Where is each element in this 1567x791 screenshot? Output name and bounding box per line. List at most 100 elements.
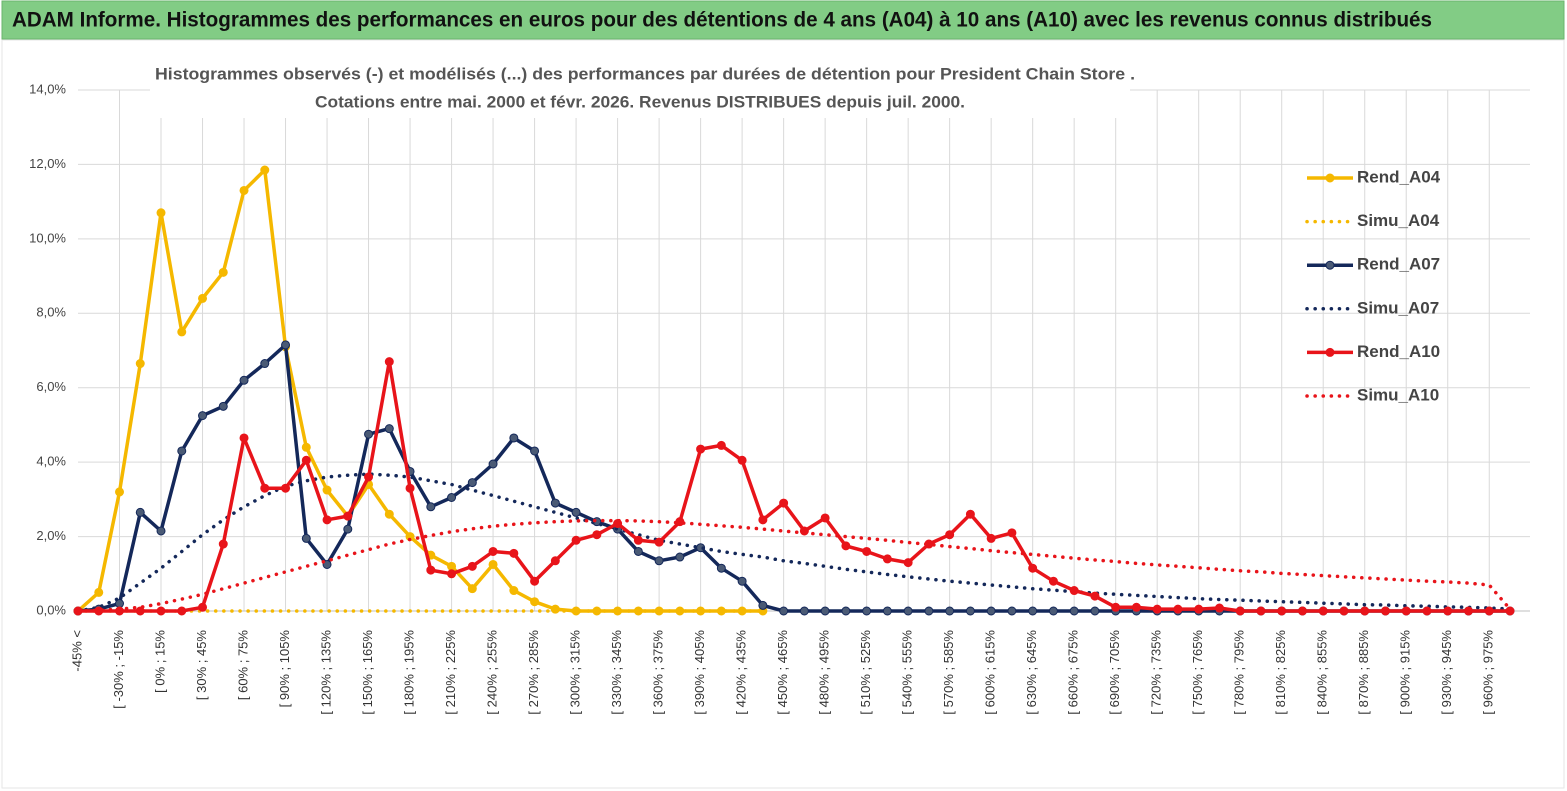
x-tick-label: [ 210% ; 225% [443,630,458,715]
marker [177,446,187,456]
marker [447,561,457,571]
marker [986,606,996,616]
marker [1111,602,1121,612]
marker [301,533,311,543]
marker [841,606,851,616]
marker [260,483,270,493]
x-tick-label: [ 270% ; 285% [526,630,541,715]
marker [633,546,643,556]
x-tick-label: [ 810% ; 825% [1273,630,1288,715]
marker [716,563,726,573]
marker [239,375,249,385]
x-tick-label: [ 300% ; 315% [568,630,583,715]
marker [94,587,104,597]
marker [115,487,125,497]
marker [239,433,249,443]
marker [550,556,560,566]
marker [488,459,498,469]
chart-subtitle: Cotations entre mai. 2000 et févr. 2026.… [315,92,965,111]
marker [965,509,975,519]
marker [384,424,394,434]
legend-label: Simu_A04 [1357,211,1440,230]
marker [924,606,934,616]
marker [1339,606,1349,616]
simulated-line [76,518,1512,613]
marker [799,606,809,616]
marker [1214,603,1224,613]
marker [135,606,145,616]
marker [405,483,415,493]
plot: 0,0% 2,0% 4,0% 6,0% 8,0% 10,0% 12,0% 14,0% -45% … [29,81,1530,715]
marker [260,165,270,175]
y-tick-label: 4,0% [36,454,66,469]
marker [1090,606,1100,616]
x-tick-label: [ 870% ; 885% [1356,630,1371,715]
x-tick-label: [ 570% ; 585% [941,630,956,715]
marker [322,515,332,525]
legend-label: Simu_A10 [1357,385,1439,404]
x-tick-label: [ 660% ; 675% [1066,630,1081,715]
marker [675,552,685,562]
y-tick-label: 10,0% [29,230,66,245]
marker [779,498,789,508]
x-tick-label: [ 510% ; 525% [858,630,873,715]
x-tick-label: [ 30% ; 45% [194,630,209,701]
marker [1007,606,1017,616]
observed-line [76,168,763,613]
x-tick-label: [ 480% ; 495% [817,630,832,715]
legend-marker [1325,260,1335,270]
marker [1256,606,1266,616]
marker [758,600,768,610]
x-tick-label: [ 450% ; 465% [775,630,790,715]
marker [156,606,166,616]
x-tick-label: [ -30% ; -15% [111,630,126,709]
marker [882,606,892,616]
marker [177,606,187,616]
x-tick-label: [ 360% ; 375% [651,630,666,715]
x-tick-label: [ 120% ; 135% [318,630,333,715]
observed-line [78,359,1510,613]
header-title: ADAM Informe. Histogrammes des performan… [12,9,1432,32]
x-tick-label: [ 180% ; 195% [401,630,416,715]
marker [322,559,332,569]
marker [945,530,955,540]
marker [737,455,747,465]
marker [1443,606,1453,616]
marker [509,548,519,558]
marker [903,606,913,616]
marker [550,498,560,508]
y-tick-label: 6,0% [36,379,66,394]
marker [281,483,291,493]
marker [1235,606,1245,616]
marker [841,541,851,551]
marker [509,433,519,443]
marker [198,293,208,303]
marker [239,185,249,195]
marker [654,537,664,547]
marker [1422,606,1432,616]
marker [571,507,581,517]
marker [820,606,830,616]
x-tick-label: [ 90% ; 105% [277,630,292,708]
marker [301,442,311,452]
title-box [150,60,1130,118]
marker [530,597,540,607]
marker [1028,606,1038,616]
marker [1007,528,1017,538]
x-tick-label: [ 840% ; 855% [1315,630,1330,715]
marker [384,357,394,367]
marker [862,546,872,556]
marker [903,558,913,568]
marker [467,561,477,571]
marker [364,472,374,482]
x-tick-label: [ 420% ; 435% [734,630,749,715]
chart-title: Histogrammes observés (-) et modélisés (… [155,64,1135,83]
marker [218,401,228,411]
header-bar [1,0,1565,40]
marker [1401,606,1411,616]
x-tick-label: [ 540% ; 555% [900,630,915,715]
marker [1173,604,1183,614]
marker [509,586,519,596]
marker [447,569,457,579]
marker [758,515,768,525]
